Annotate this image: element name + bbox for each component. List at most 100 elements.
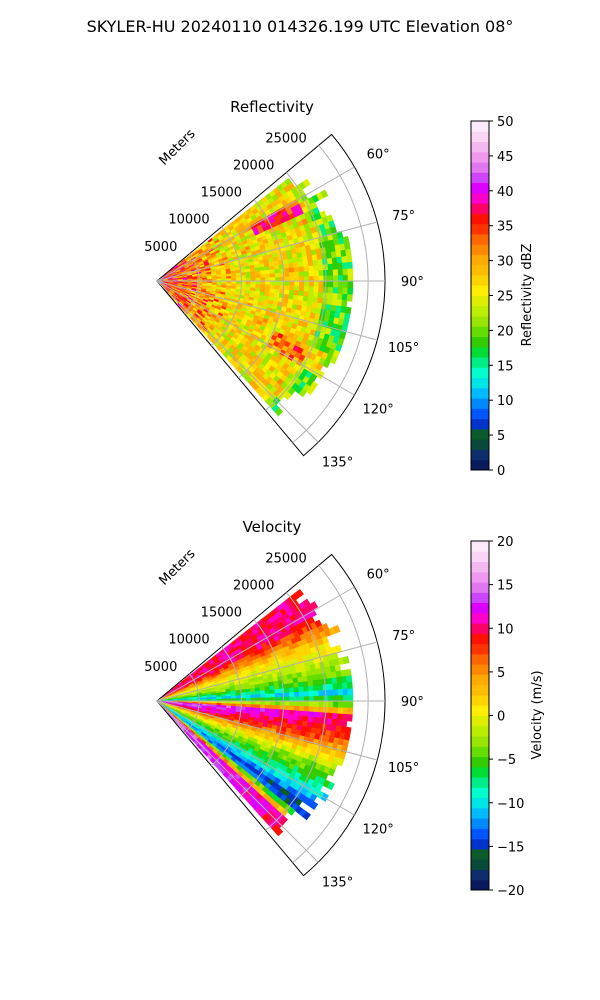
field-cell (302, 178, 311, 188)
field-cell (289, 272, 295, 278)
reflectivity-azimuth-ticks: 60° 75° 90° 105° 120° 135° (322, 147, 424, 470)
velocity-title: Velocity (243, 518, 302, 536)
field-cell (327, 683, 334, 691)
field-cell (298, 686, 305, 693)
azimuth-spoke (156, 641, 378, 702)
field-cell (288, 687, 295, 694)
field-cell (328, 281, 334, 288)
field-cell (342, 236, 350, 245)
field-cell (295, 588, 304, 598)
field-cell (312, 679, 319, 687)
field-cell (309, 601, 319, 610)
field-cell (274, 705, 281, 711)
field-cell (284, 705, 291, 711)
field-cell (255, 274, 261, 279)
field-cell (279, 692, 286, 698)
field-cell (245, 274, 252, 279)
azimuth-tick-label: 120° (362, 403, 393, 418)
field-cell (342, 701, 349, 709)
field-cell (274, 407, 284, 417)
field-cell (264, 273, 271, 279)
field-cell (288, 682, 295, 689)
field-cell (297, 681, 305, 688)
field-cell (318, 281, 325, 288)
colorbar-tick-label: 20 (497, 535, 514, 550)
colorbar-swatch (471, 357, 489, 368)
field-cell (317, 712, 324, 719)
range-ring (238, 199, 285, 379)
field-cell (283, 683, 290, 690)
field-cell (255, 694, 261, 699)
field-cell (289, 701, 295, 707)
colorbar-swatch (471, 777, 489, 788)
colorbar-swatch (471, 848, 489, 860)
field-cell (337, 268, 344, 277)
colorbar-swatch (471, 274, 489, 286)
field-cell (264, 269, 271, 275)
colorbar-swatch (471, 694, 489, 706)
field-cell (279, 272, 286, 278)
field-cell (274, 272, 281, 278)
field-cell (303, 706, 310, 713)
field-cell (337, 682, 344, 690)
colorbar-tick-label: 50 (497, 115, 514, 130)
colorbar-swatch (471, 797, 489, 809)
colorbar-swatch (471, 305, 489, 317)
field-cell (289, 281, 295, 287)
field-cell (320, 189, 329, 199)
field-cell (345, 248, 352, 257)
field-cell (308, 685, 315, 692)
field-cell (332, 269, 339, 277)
field-cell (288, 290, 295, 296)
field-cell (313, 286, 320, 293)
field-cell (313, 281, 320, 288)
velocity-radial-ticks: 5000 10000 15000 20000 25000 (144, 551, 306, 675)
colorbar-swatch (471, 326, 489, 338)
field-cell (231, 695, 237, 700)
velocity-panel: Velocity 5000 10000 15000 20000 25000 60° 75°… (144, 518, 545, 899)
colorbar-swatch (471, 162, 489, 173)
field-cell (327, 689, 334, 697)
field-cell (303, 266, 310, 273)
field-cell (289, 285, 295, 292)
field-cell (274, 281, 281, 286)
field-cell (346, 255, 353, 264)
field-cell (284, 285, 291, 291)
colorbar-swatch (471, 459, 489, 471)
field-cell (332, 625, 341, 634)
field-cell (235, 700, 242, 705)
field-cell (327, 707, 334, 714)
colorbar-tick-label: −10 (497, 797, 524, 812)
colorbar-tick-label: 0 (497, 464, 505, 479)
colorbar-swatch (471, 736, 489, 747)
field-cell (274, 688, 281, 694)
field-cell (298, 290, 305, 297)
colorbar-swatch (471, 377, 489, 389)
colorbar-swatch (471, 705, 489, 716)
field-cell (318, 286, 325, 294)
field-cell (342, 707, 349, 715)
radial-tick-label: 20000 (233, 158, 274, 173)
colorbar-swatch (471, 551, 489, 563)
field-cell (308, 281, 315, 288)
field-cell (317, 259, 324, 266)
field-cell (298, 285, 305, 292)
colorbar-swatch (471, 131, 489, 143)
field-cell (327, 292, 334, 300)
field-cell (346, 261, 353, 270)
colorbar-swatch (471, 418, 489, 430)
azimuth-tick-label: 105° (388, 761, 419, 776)
field-cell (347, 268, 354, 276)
radial-tick-label: 10000 (168, 213, 209, 228)
field-cell (269, 273, 276, 279)
field-cell (322, 359, 331, 369)
field-cell (303, 711, 310, 718)
colorbar-swatch (471, 633, 489, 645)
field-cell (269, 704, 276, 710)
field-cell (299, 281, 305, 287)
field-cell (293, 705, 300, 712)
sector-outline (156, 553, 386, 877)
azimuth-spoke (156, 280, 378, 341)
field-cell (332, 689, 339, 697)
